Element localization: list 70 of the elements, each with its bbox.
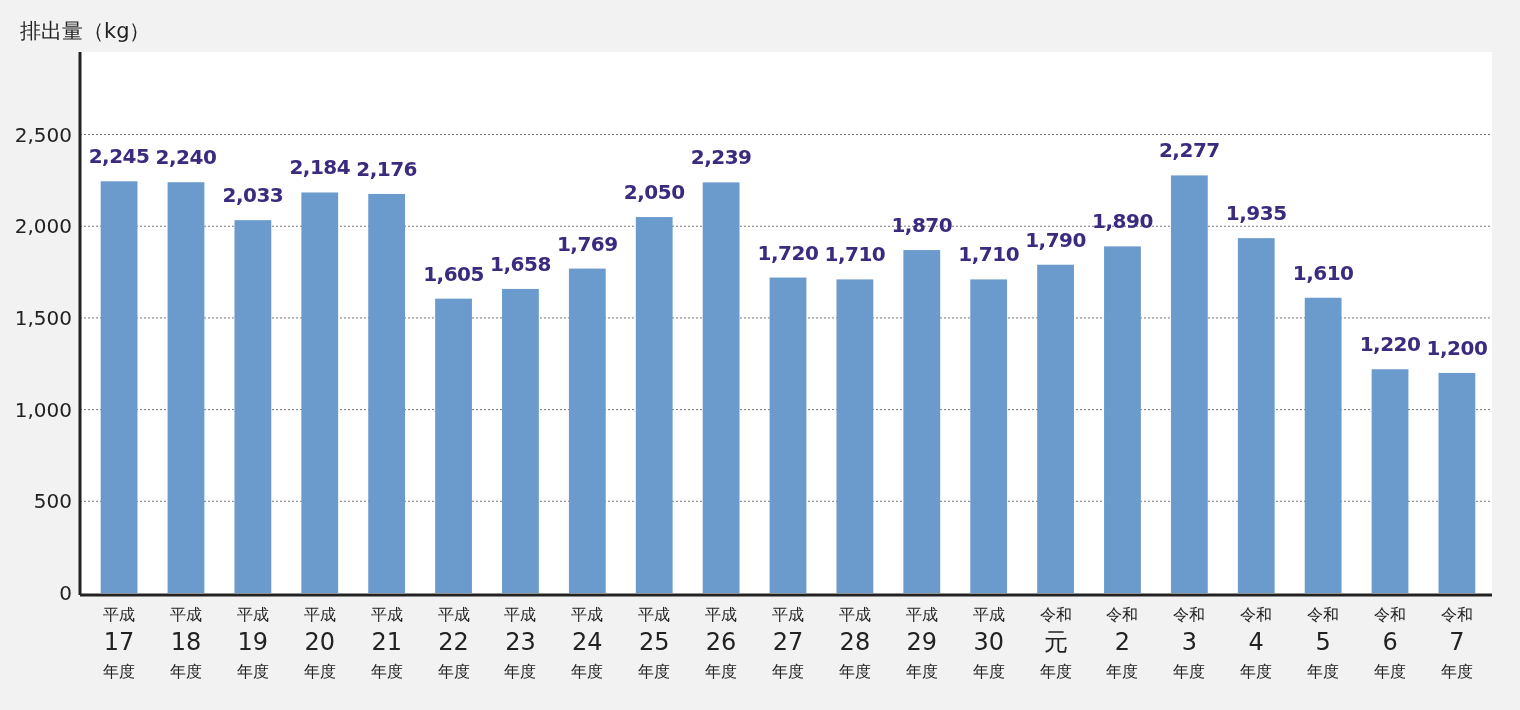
- data-label: 2,050: [623, 180, 685, 205]
- bar: [970, 279, 1008, 593]
- bar: [1304, 297, 1342, 593]
- bar: [836, 279, 874, 593]
- x-tick-label: 平成19年度: [236, 605, 269, 681]
- data-label: 2,277: [1158, 138, 1220, 163]
- x-tick-label: 平成30年度: [972, 605, 1005, 681]
- bar: [368, 193, 406, 593]
- data-label: 2,239: [690, 145, 752, 170]
- data-label: 1,710: [824, 242, 886, 267]
- data-label: 1,870: [891, 213, 953, 238]
- x-tick-label: 平成22年度: [437, 605, 470, 681]
- data-label: 1,769: [556, 231, 618, 256]
- x-tick-label: 平成23年度: [504, 605, 537, 681]
- bar: [301, 192, 339, 593]
- bar: [435, 298, 472, 593]
- x-tick-label: 平成20年度: [303, 605, 336, 681]
- data-label: 2,033: [222, 183, 284, 208]
- bar: [1237, 238, 1275, 593]
- y-tick-label: 0: [59, 581, 72, 605]
- y-tick-label: 1,000: [14, 397, 72, 422]
- bar: [167, 182, 205, 593]
- bar: [1037, 264, 1074, 593]
- data-label: 1,890: [1092, 209, 1153, 234]
- y-tick-label: 2,000: [14, 214, 72, 239]
- bar: [635, 217, 673, 593]
- x-tick-label: 令和7年度: [1440, 605, 1473, 681]
- bar: [1104, 246, 1141, 593]
- data-label: 1,710: [958, 242, 1020, 267]
- x-tick-label: 令和5年度: [1307, 605, 1340, 681]
- bar: [1371, 369, 1409, 593]
- data-label: 2,184: [289, 155, 351, 180]
- x-tick-label: 平成25年度: [638, 605, 671, 681]
- x-tick-label: 令和2年度: [1106, 605, 1139, 681]
- x-tick-label: 令和4年度: [1240, 605, 1273, 681]
- data-label: 1,720: [757, 240, 819, 265]
- x-tick-label: 平成27年度: [772, 605, 804, 681]
- data-label: 1,610: [1292, 260, 1354, 285]
- x-tick-label: 平成24年度: [571, 605, 604, 681]
- bar: [702, 182, 740, 593]
- x-tick-label: 平成18年度: [169, 605, 202, 681]
- bar: [502, 288, 539, 593]
- y-tick-label: 2,500: [14, 122, 72, 147]
- data-label: 2,245: [88, 144, 150, 169]
- bar: [100, 181, 138, 593]
- x-tick-label: 平成26年度: [705, 605, 738, 681]
- x-tick-label: 令和元年度: [1039, 605, 1072, 681]
- x-tick-label: 平成28年度: [838, 605, 871, 681]
- x-tick-label: 平成21年度: [370, 605, 403, 681]
- data-label: 1,220: [1359, 332, 1421, 357]
- data-label: 1,605: [423, 261, 484, 286]
- data-label: 2,176: [356, 156, 418, 181]
- bar: [1170, 175, 1208, 593]
- x-tick-label: 平成17年度: [103, 605, 136, 681]
- data-label: 1,658: [490, 251, 551, 276]
- data-label: 1,935: [1225, 201, 1287, 226]
- x-tick-label: 平成29年度: [905, 605, 938, 681]
- y-axis-title: 排出量（kg）: [20, 19, 151, 43]
- bar: [568, 268, 606, 593]
- data-label: 2,240: [155, 145, 217, 170]
- bar: [234, 220, 272, 593]
- bar: [1438, 372, 1476, 593]
- y-tick-label: 500: [33, 489, 72, 514]
- bar: [903, 250, 941, 593]
- y-tick-label: 1,500: [14, 305, 72, 330]
- x-tick-label: 令和3年度: [1173, 605, 1206, 681]
- data-label: 1,790: [1025, 227, 1086, 252]
- bar: [769, 277, 807, 593]
- x-tick-label: 令和6年度: [1374, 605, 1407, 681]
- data-label: 1,200: [1426, 335, 1488, 360]
